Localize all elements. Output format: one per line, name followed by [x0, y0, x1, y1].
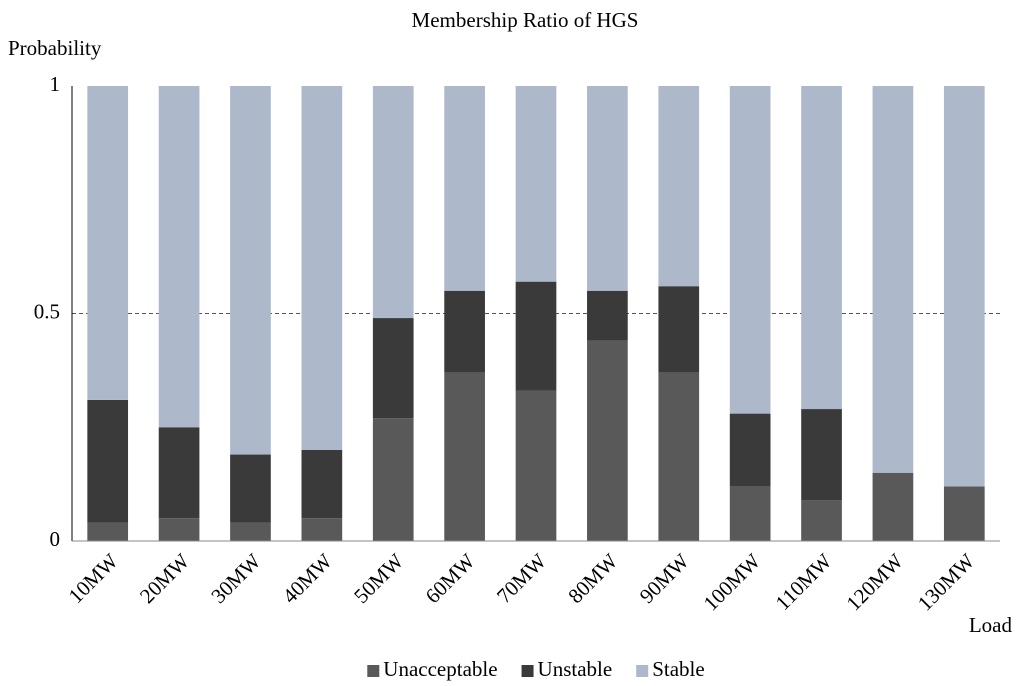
y-tick-label: 0.5	[34, 299, 60, 323]
x-tick-label: 90MW	[635, 549, 694, 608]
y-axis-label: Probability	[8, 36, 102, 60]
bar-segment	[658, 286, 700, 373]
bar-segment	[230, 86, 271, 455]
bar-segment	[158, 86, 200, 428]
bar-segment	[444, 290, 485, 373]
legend-label: Unacceptable	[383, 657, 497, 681]
x-tick-label: 130MW	[913, 549, 980, 616]
bar-segment	[301, 450, 343, 519]
bar-segment	[87, 522, 129, 541]
bar-segment	[801, 500, 842, 541]
bar-segment	[301, 86, 343, 450]
x-tick-label: 80MW	[563, 549, 622, 608]
bar-segment	[943, 86, 985, 487]
bar-segment	[515, 86, 557, 282]
x-tick-label: 30MW	[206, 549, 265, 608]
bar-segment	[372, 418, 414, 541]
bar-segment	[872, 472, 914, 541]
x-axis-label: Load	[969, 613, 1013, 637]
bar-segment	[801, 86, 842, 410]
bar-segment	[158, 518, 200, 541]
bar-segment	[372, 318, 414, 419]
bar-segment	[158, 427, 200, 519]
bar-segment	[587, 290, 628, 341]
legend-swatch	[367, 665, 380, 677]
x-tick-label: 50MW	[349, 549, 408, 608]
bar-segment	[444, 372, 485, 541]
bar-segment	[87, 399, 129, 523]
bar-segment	[301, 518, 343, 541]
bar-segment	[658, 86, 700, 287]
bar-segment	[87, 86, 129, 400]
bar-segment	[587, 86, 628, 291]
bar-segment	[729, 486, 771, 541]
bar-segment	[943, 486, 985, 541]
bar-segment	[372, 86, 414, 319]
bar-segment	[515, 281, 557, 391]
x-tick-label: 60MW	[421, 549, 480, 608]
x-tick-label: 100MW	[699, 549, 766, 616]
bar-segment	[230, 522, 271, 541]
x-tick-label: 70MW	[492, 549, 551, 608]
legend-label: Unstable	[538, 657, 613, 681]
bar-segment	[587, 340, 628, 541]
bar-segment	[729, 413, 771, 487]
y-tick-label: 0	[50, 527, 61, 551]
bar-segment	[230, 454, 271, 523]
chart-title: Membership Ratio of HGS	[412, 8, 639, 32]
legend-swatch	[521, 665, 534, 677]
bar-segment	[444, 86, 485, 291]
bar-segment	[729, 86, 771, 414]
x-tick-label: 40MW	[278, 549, 337, 608]
x-tick-label: 110MW	[771, 549, 837, 615]
y-tick-label: 1	[50, 72, 61, 96]
x-tick-label: 120MW	[841, 549, 908, 616]
x-tick-label: 20MW	[135, 549, 194, 608]
bar-segment	[872, 86, 914, 473]
bar-segment	[515, 390, 557, 541]
legend-swatch	[636, 665, 649, 677]
legend-label: Stable	[652, 657, 705, 681]
bar-segment	[658, 372, 700, 541]
bar-segment	[801, 409, 842, 501]
x-tick-label: 10MW	[64, 549, 123, 608]
